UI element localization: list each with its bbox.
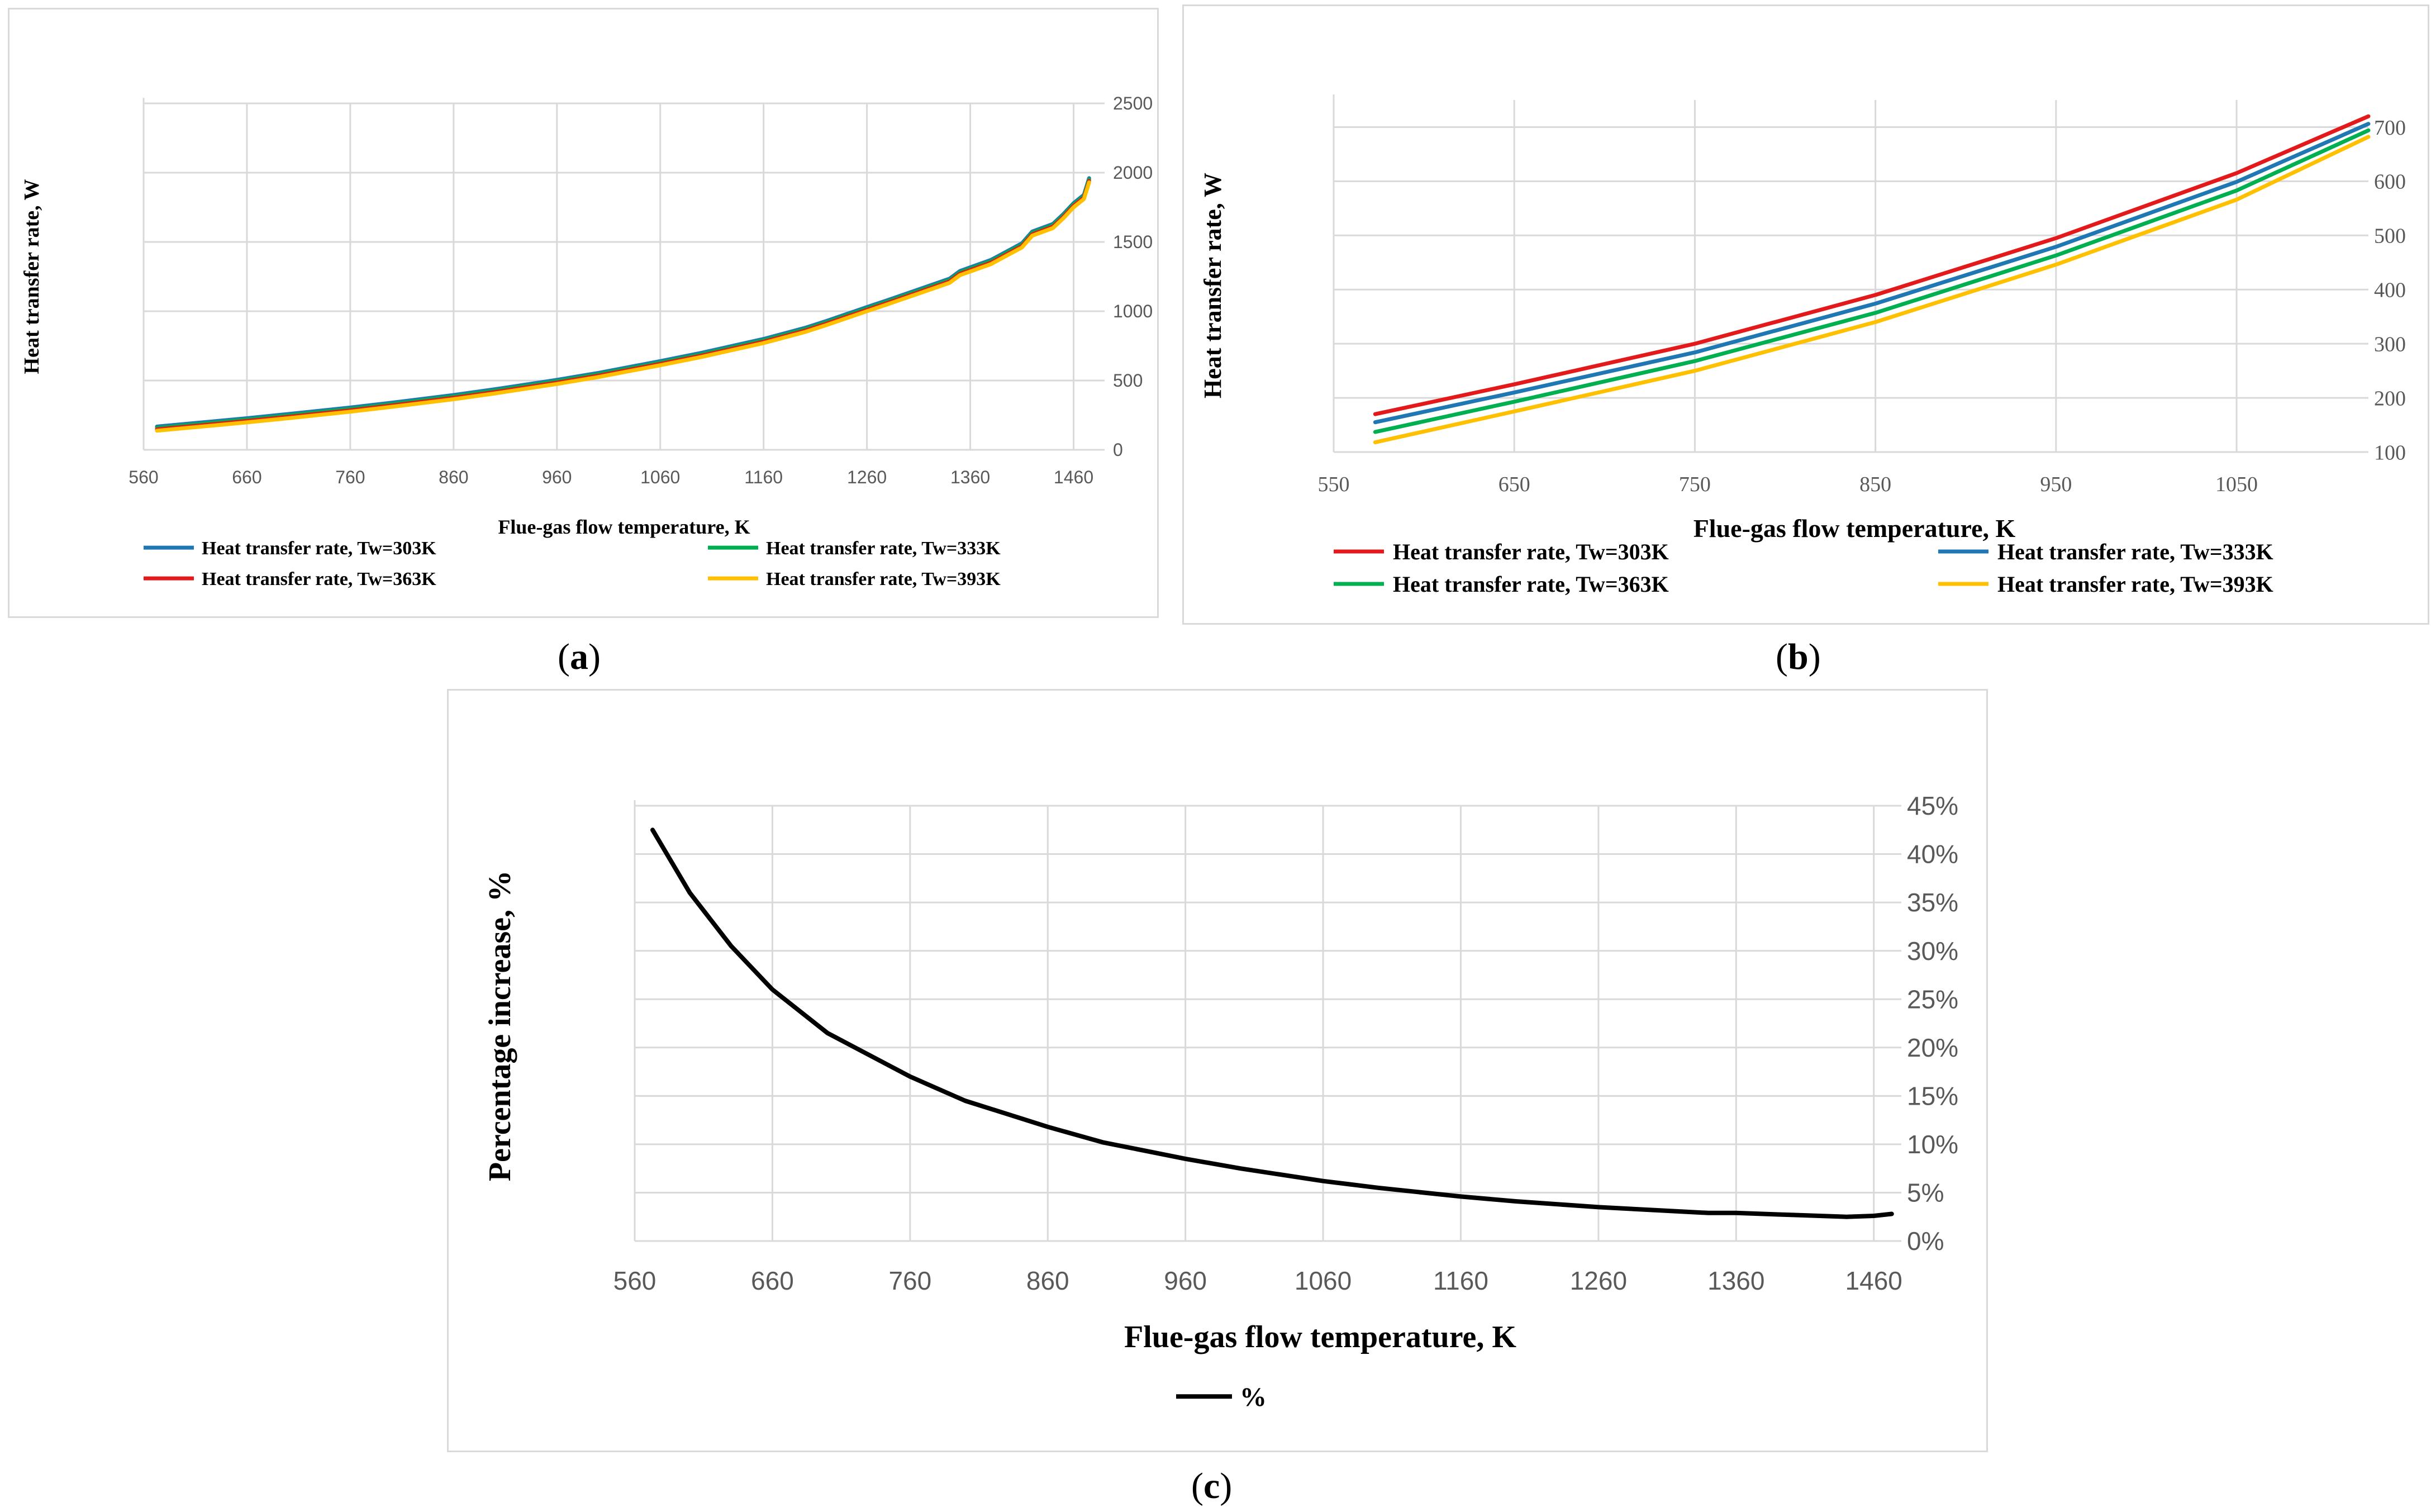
x-tick-label: 1050 bbox=[2215, 473, 2258, 496]
x-tick-label: 860 bbox=[1026, 1266, 1069, 1295]
legend-label: Heat transfer rate, Tw=333K bbox=[1997, 539, 2273, 564]
series-line-4 bbox=[1373, 135, 2371, 445]
legend-label: Heat transfer rate, Tw=393K bbox=[766, 569, 1001, 589]
series-line-1 bbox=[650, 828, 1894, 1219]
chart-panel-b: 550 650 750 850 950 1050 100 200 300 400 500 600 700… bbox=[1182, 4, 2429, 625]
y-tick-label: 20% bbox=[1907, 1033, 1958, 1062]
x-tick-label: 750 bbox=[1679, 473, 1711, 496]
x-tick-label: 760 bbox=[888, 1266, 931, 1295]
x-tick-label: 1160 bbox=[1433, 1266, 1488, 1295]
series-line-4 bbox=[155, 180, 1091, 433]
y-axis-title: Heat transfer rate, W bbox=[20, 179, 44, 374]
y-tick-label: 500 bbox=[2374, 225, 2406, 248]
chart-a: 560 660 760 860 960 1060 1160 1260 1360 1460 0 500 1… bbox=[20, 93, 1153, 589]
y-tick-label: 5% bbox=[1907, 1178, 1944, 1207]
legend-label: Heat transfer rate, Tw=393K bbox=[1997, 572, 2273, 597]
chart-panel-c: 560 660 760 860 960 1060 1160 1260 1360 1460 0% 5% 1… bbox=[447, 689, 1988, 1452]
y-tick-label: 1500 bbox=[1113, 232, 1153, 252]
series-line-2 bbox=[155, 177, 1091, 430]
series-line-2 bbox=[1373, 122, 2371, 425]
y-tick-labels: 100 200 300 400 500 600 700 bbox=[2374, 116, 2406, 465]
x-tick-label: 560 bbox=[613, 1266, 656, 1295]
caption-b: (b) bbox=[1776, 636, 1821, 677]
x-tick-labels: 560 660 760 860 960 1060 1160 1260 1360 1460 bbox=[129, 467, 1093, 487]
y-tick-labels: 0 500 1000 1500 2000 2500 bbox=[1113, 93, 1153, 460]
y-tick-label: 1000 bbox=[1113, 301, 1153, 321]
x-tick-label: 660 bbox=[232, 467, 261, 487]
x-tick-label: 1060 bbox=[640, 467, 680, 487]
x-tick-labels: 550 650 750 850 950 1050 bbox=[1318, 473, 2258, 496]
y-tick-label: 0 bbox=[1113, 440, 1123, 460]
y-tick-label: 35% bbox=[1907, 888, 1958, 917]
x-tick-label: 560 bbox=[129, 467, 158, 487]
chart-panel-a: 560 660 760 860 960 1060 1160 1260 1360 1460 0 500 1… bbox=[8, 8, 1159, 618]
legend-label: Heat transfer rate, Tw=363K bbox=[1393, 572, 1669, 597]
y-tick-label: 15% bbox=[1907, 1081, 1958, 1110]
y-tick-label: 0% bbox=[1907, 1226, 1944, 1256]
x-tick-label: 1460 bbox=[1054, 467, 1093, 487]
y-tick-label: 200 bbox=[2374, 387, 2406, 410]
legend: Heat transfer rate, Tw=303K Heat transfer… bbox=[144, 538, 1001, 589]
caption-a: (a) bbox=[558, 636, 601, 677]
y-tick-label: 45% bbox=[1907, 791, 1958, 820]
series-line-1 bbox=[1373, 114, 2371, 416]
x-tick-label: 550 bbox=[1318, 473, 1350, 496]
x-tick-label: 850 bbox=[1859, 473, 1891, 496]
x-tick-label: 1360 bbox=[1707, 1266, 1764, 1295]
x-tick-label: 760 bbox=[335, 467, 365, 487]
x-tick-label: 950 bbox=[2040, 473, 2072, 496]
legend-label: Heat transfer rate, Tw=303K bbox=[202, 538, 436, 559]
legend-label: Heat transfer rate, Tw=363K bbox=[202, 569, 436, 589]
y-tick-label: 700 bbox=[2374, 116, 2406, 140]
legend-label: % bbox=[1240, 1382, 1267, 1412]
x-tick-label: 960 bbox=[1164, 1266, 1207, 1295]
series-line-3 bbox=[155, 179, 1091, 431]
legend-label: Heat transfer rate, Tw=333K bbox=[766, 538, 1001, 559]
y-axis-title: Percentage increase, % bbox=[483, 871, 517, 1181]
gridlines bbox=[634, 800, 1901, 1242]
x-axis-title: Flue-gas flow temperature, K bbox=[1124, 1320, 1516, 1354]
x-tick-label: 860 bbox=[439, 467, 468, 487]
y-tick-label: 40% bbox=[1907, 840, 1958, 869]
x-axis-title: Flue-gas flow temperature, K bbox=[498, 516, 750, 538]
legend: % bbox=[1176, 1382, 1267, 1412]
y-tick-label: 600 bbox=[2374, 170, 2406, 194]
x-tick-label: 1460 bbox=[1845, 1266, 1902, 1295]
x-axis-title: Flue-gas flow temperature, K bbox=[1693, 514, 2016, 543]
chart-b: 550 650 750 850 950 1050 100 200 300 400 500 600 700… bbox=[1199, 94, 2406, 597]
x-tick-label: 960 bbox=[542, 467, 572, 487]
y-tick-label: 500 bbox=[1113, 370, 1143, 391]
y-tick-label: 100 bbox=[2374, 441, 2406, 464]
gridlines bbox=[142, 98, 1105, 451]
x-tick-label: 650 bbox=[1498, 473, 1530, 496]
legend-label: Heat transfer rate, Tw=303K bbox=[1393, 539, 1669, 564]
x-tick-label: 1260 bbox=[847, 467, 887, 487]
caption-c: (c) bbox=[1191, 1466, 1233, 1506]
x-tick-label: 1260 bbox=[1570, 1266, 1627, 1295]
y-tick-label: 25% bbox=[1907, 985, 1958, 1014]
x-tick-label: 1060 bbox=[1295, 1266, 1352, 1295]
y-tick-label: 400 bbox=[2374, 279, 2406, 302]
series-line-3 bbox=[1373, 128, 2371, 434]
y-tick-label: 2000 bbox=[1113, 163, 1153, 183]
y-tick-label: 300 bbox=[2374, 332, 2406, 356]
y-tick-label: 10% bbox=[1907, 1130, 1958, 1159]
series-line-1 bbox=[155, 176, 1091, 429]
x-tick-label: 660 bbox=[751, 1266, 794, 1295]
y-axis-title: Heat transfer rate, W bbox=[1199, 173, 1226, 398]
x-tick-label: 1360 bbox=[950, 467, 990, 487]
x-tick-label: 1160 bbox=[744, 467, 783, 487]
y-tick-labels: 0% 5% 10% 15% 20% 25% 30% 35% 40% 45% bbox=[1907, 791, 1958, 1256]
legend: Heat transfer rate, Tw=303K Heat transfer… bbox=[1334, 539, 2273, 597]
y-tick-label: 30% bbox=[1907, 936, 1958, 966]
x-tick-labels: 560 660 760 860 960 1060 1160 1260 1360 1460 bbox=[613, 1266, 1902, 1295]
y-tick-label: 2500 bbox=[1113, 93, 1153, 113]
